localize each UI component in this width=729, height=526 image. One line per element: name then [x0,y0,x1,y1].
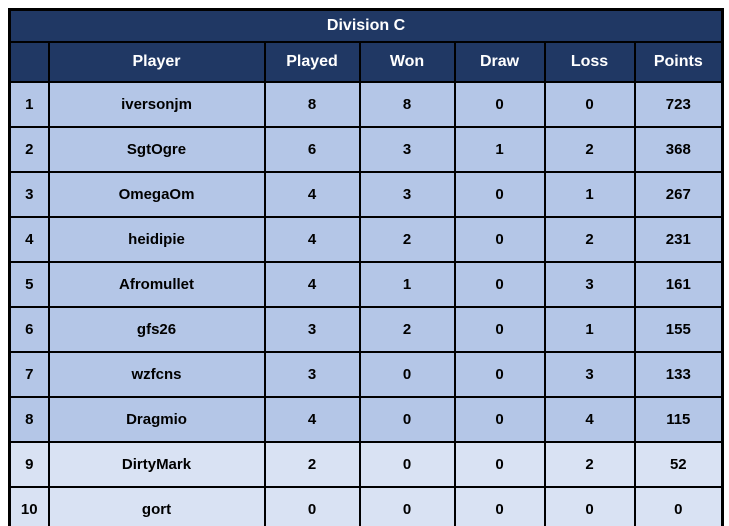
table-row: 9 DirtyMark 2 0 0 2 52 [8,441,724,488]
points-cell: 231 [633,216,724,263]
played-cell: 4 [263,261,361,308]
won-cell: 3 [358,126,456,173]
loss-cell: 2 [543,441,636,488]
draw-cell: 0 [453,306,546,353]
points-cell: 161 [633,261,724,308]
played-cell: 0 [263,486,361,526]
loss-cell: 1 [543,171,636,218]
player-cell: OmegaOm [47,171,266,218]
table-row: 3 OmegaOm 4 3 0 1 267 [8,171,724,218]
player-cell: Dragmio [47,396,266,443]
played-cell: 4 [263,396,361,443]
table-row: 7 wzfcns 3 0 0 3 133 [8,351,724,398]
rank-cell: 7 [8,351,50,398]
won-cell: 8 [358,81,456,128]
loss-cell: 2 [543,216,636,263]
table-header-row: Player Played Won Draw Loss Points [8,41,724,83]
played-cell: 2 [263,441,361,488]
loss-cell: 0 [543,486,636,526]
rank-cell: 9 [8,441,50,488]
draw-cell: 0 [453,351,546,398]
rank-cell: 8 [8,396,50,443]
player-cell: heidipie [47,216,266,263]
column-header-points: Points [633,41,724,83]
player-cell: DirtyMark [47,441,266,488]
rank-cell: 4 [8,216,50,263]
player-cell: Afromullet [47,261,266,308]
player-cell: iversonjm [47,81,266,128]
loss-cell: 0 [543,81,636,128]
player-cell: SgtOgre [47,126,266,173]
won-cell: 3 [358,171,456,218]
points-cell: 155 [633,306,724,353]
rank-cell: 6 [8,306,50,353]
column-header-rank [8,41,50,83]
rank-cell: 2 [8,126,50,173]
draw-cell: 0 [453,81,546,128]
draw-cell: 0 [453,216,546,263]
loss-cell: 1 [543,306,636,353]
won-cell: 1 [358,261,456,308]
player-cell: gort [47,486,266,526]
column-header-won: Won [358,41,456,83]
played-cell: 4 [263,216,361,263]
won-cell: 2 [358,216,456,263]
played-cell: 8 [263,81,361,128]
table-row: 6 gfs26 3 2 0 1 155 [8,306,724,353]
draw-cell: 1 [453,126,546,173]
table-row: 5 Afromullet 4 1 0 3 161 [8,261,724,308]
table-title: Division C [8,8,724,43]
table-row: 4 heidipie 4 2 0 2 231 [8,216,724,263]
played-cell: 3 [263,351,361,398]
draw-cell: 0 [453,261,546,308]
played-cell: 3 [263,306,361,353]
points-cell: 52 [633,441,724,488]
won-cell: 0 [358,351,456,398]
points-cell: 368 [633,126,724,173]
loss-cell: 3 [543,261,636,308]
player-cell: gfs26 [47,306,266,353]
points-cell: 115 [633,396,724,443]
loss-cell: 4 [543,396,636,443]
table-title-row: Division C [8,8,724,43]
won-cell: 2 [358,306,456,353]
rank-cell: 1 [8,81,50,128]
played-cell: 4 [263,171,361,218]
won-cell: 0 [358,486,456,526]
draw-cell: 0 [453,486,546,526]
loss-cell: 3 [543,351,636,398]
draw-cell: 0 [453,171,546,218]
points-cell: 267 [633,171,724,218]
draw-cell: 0 [453,441,546,488]
table-row: 10 gort 0 0 0 0 0 [8,486,724,526]
table-body: 1 iversonjm 8 8 0 0 723 2 SgtOgre 6 3 1 2 368 3 OmegaOm… [8,81,724,526]
column-header-draw: Draw [453,41,546,83]
points-cell: 723 [633,81,724,128]
table-row: 2 SgtOgre 6 3 1 2 368 [8,126,724,173]
player-cell: wzfcns [47,351,266,398]
table-row: 8 Dragmio 4 0 0 4 115 [8,396,724,443]
draw-cell: 0 [453,396,546,443]
played-cell: 6 [263,126,361,173]
won-cell: 0 [358,441,456,488]
column-header-loss: Loss [543,41,636,83]
column-header-played: Played [263,41,361,83]
loss-cell: 2 [543,126,636,173]
table-row: 1 iversonjm 8 8 0 0 723 [8,81,724,128]
standings-table: Division C Player Played Won Draw Loss P… [8,8,725,526]
rank-cell: 10 [8,486,50,526]
points-cell: 133 [633,351,724,398]
rank-cell: 5 [8,261,50,308]
column-header-player: Player [47,41,266,83]
points-cell: 0 [633,486,724,526]
rank-cell: 3 [8,171,50,218]
won-cell: 0 [358,396,456,443]
